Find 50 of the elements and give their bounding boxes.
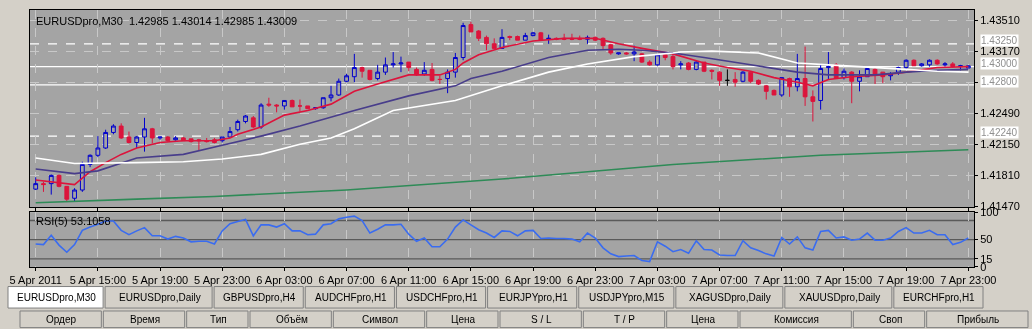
text: Время [130, 314, 161, 325]
text: EURUSDpro,M30 [17, 292, 97, 303]
x-tick-label: 5 Apr 19:00 [131, 274, 189, 287]
text: Комиссия [774, 314, 819, 325]
x-tick-label: 7 Apr 11:00 [754, 274, 810, 287]
x-tick-label: 5 Apr 23:00 [194, 274, 251, 287]
ref-line-label: 1.42240 [981, 127, 1018, 138]
x-tick-label: 6 Apr 07:00 [318, 274, 375, 287]
text: EURJPYpro,H1 [499, 292, 569, 303]
text: Ордер [46, 314, 77, 325]
x-tick-label: 7 Apr 19:00 [877, 274, 935, 287]
x-tick-label: 5 Apr 2011 [9, 274, 62, 287]
text: USDJPYpro,M15 [589, 292, 665, 303]
text: Тип [210, 314, 227, 325]
y-tick-label: 1.42490 [980, 107, 1020, 120]
text: XAUUSDpro,Daily [799, 292, 881, 303]
y-tick-label: 1.42150 [980, 138, 1020, 151]
chart-title: RSI(5) 53.1058 [36, 215, 111, 227]
text: EURUSDpro,M30 1.42985 1.43014 1.42985 1.43009 [36, 15, 298, 27]
x-tick-label: 6 Apr 23:00 [567, 274, 624, 287]
text: T / P [614, 314, 636, 325]
text: GBPUSDpro,H4 [223, 292, 296, 303]
text: Цена [691, 314, 716, 325]
x-tick-label: 5 Apr 15:00 [69, 274, 127, 287]
y-tick-label: 50 [980, 233, 993, 246]
y-tick-label: 1.41810 [980, 169, 1020, 182]
text: AUDCHFpro,H1 [315, 292, 388, 303]
ref-line-label: 1.42800 [981, 76, 1018, 87]
text: EURUSDpro,Daily [119, 292, 201, 303]
text: EURCHFpro,H1 [903, 292, 976, 303]
x-tick-label: 7 Apr 15:00 [815, 274, 873, 287]
x-tick-label: 6 Apr 03:00 [256, 274, 313, 287]
text: S / L [531, 314, 552, 325]
y-tick-label: 1.43170 [980, 44, 1020, 57]
text: XAGUSDpro,Daily [689, 292, 771, 303]
text: Символ [362, 314, 399, 325]
text: USDCHFpro,H1 [406, 292, 479, 303]
x-tick-label: 7 Apr 03:00 [629, 274, 686, 287]
x-tick-label: 6 Apr 15:00 [442, 274, 500, 287]
ref-line-label: 1.43000 [981, 58, 1018, 69]
ref-line-label: 1.43250 [981, 35, 1018, 46]
y-tick-label: 1.43510 [980, 13, 1020, 26]
x-tick-label: 7 Apr 23:00 [940, 274, 997, 287]
text: Цена [451, 314, 476, 325]
x-tick-label: 7 Apr 07:00 [691, 274, 748, 287]
text: Своп [879, 314, 903, 325]
x-tick-label: 6 Apr 11:00 [381, 274, 437, 287]
text: Объём [276, 314, 308, 325]
text: Прибыль [957, 314, 1000, 325]
x-tick-label: 6 Apr 19:00 [504, 274, 562, 287]
